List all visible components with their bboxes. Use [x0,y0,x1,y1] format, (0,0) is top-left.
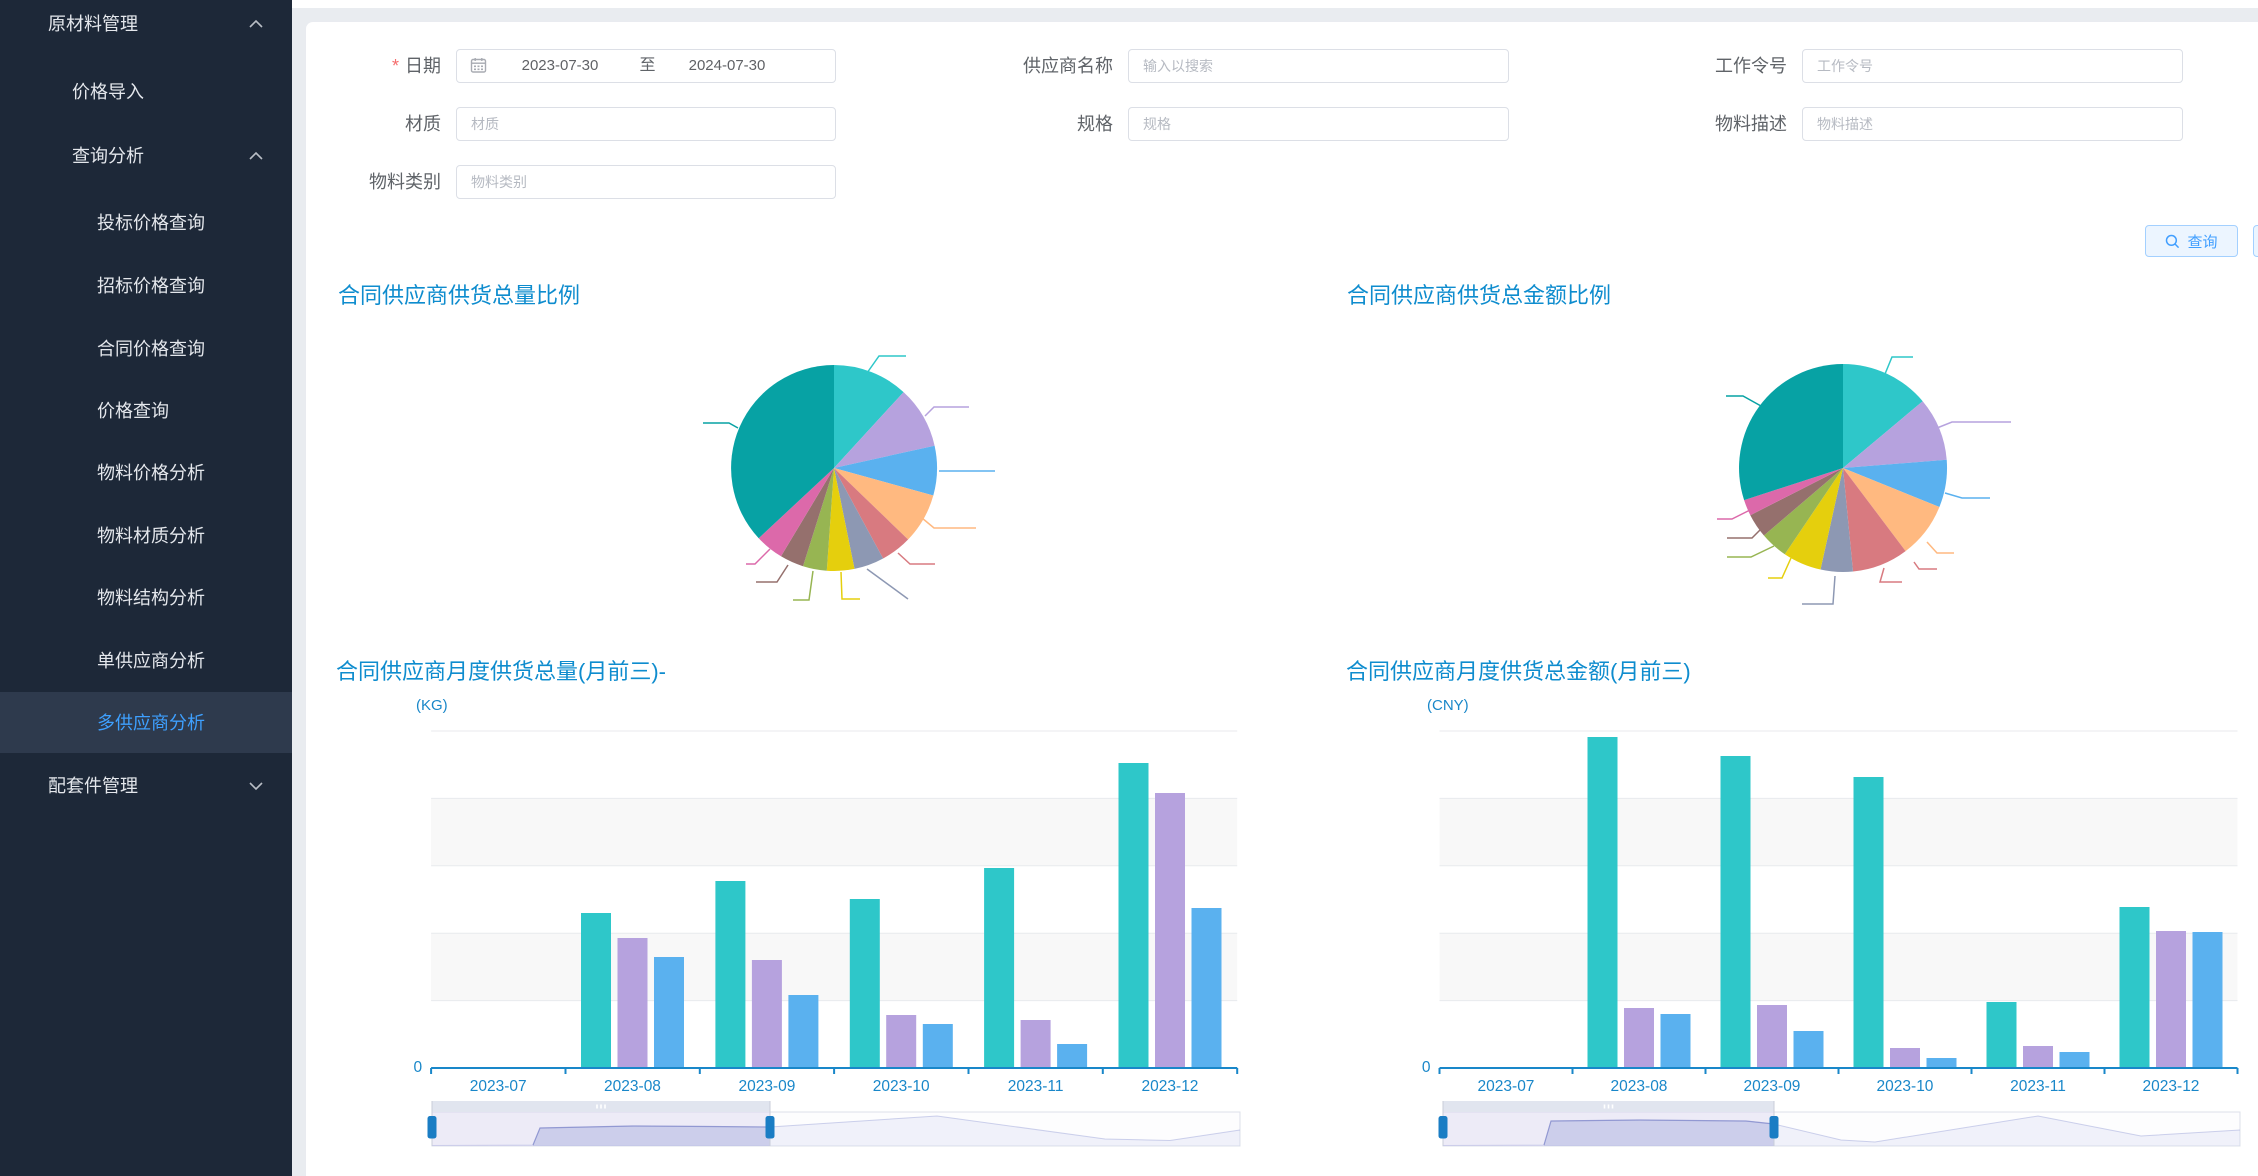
svg-text:2023-07: 2023-07 [470,1078,527,1095]
svg-text:2023-09: 2023-09 [1744,1078,1801,1095]
svg-text:0: 0 [413,1059,422,1076]
svg-text:2023-12: 2023-12 [2143,1078,2200,1095]
svg-text:2023-09: 2023-09 [738,1078,795,1095]
svg-text:2023-08: 2023-08 [604,1078,661,1095]
svg-text:2023-10: 2023-10 [1877,1078,1934,1095]
svg-text:2023-11: 2023-11 [2010,1078,2066,1095]
svg-text:2023-07: 2023-07 [1478,1078,1535,1095]
svg-text:0: 0 [1422,1059,1431,1076]
svg-text:2023-11: 2023-11 [1008,1078,1064,1095]
svg-text:2023-12: 2023-12 [1142,1078,1199,1095]
svg-text:2023-08: 2023-08 [1611,1078,1668,1095]
svg-text:2023-10: 2023-10 [873,1078,930,1095]
